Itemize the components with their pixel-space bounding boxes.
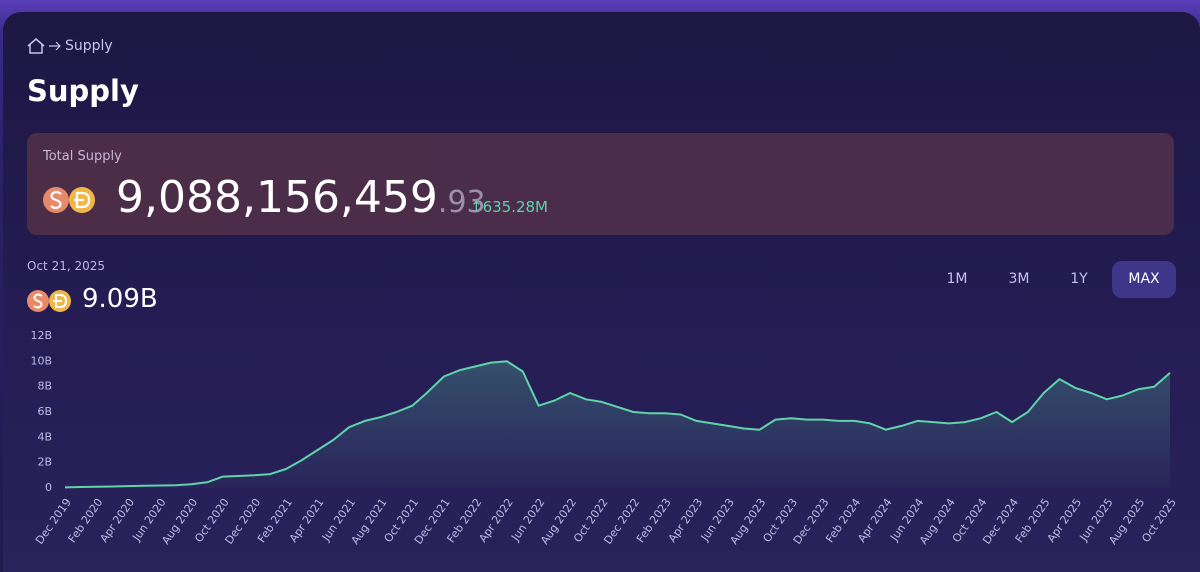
- range-button[interactable]: 3M: [1008, 271, 1030, 287]
- y-tick-label: 2B: [37, 456, 52, 469]
- y-tick-label: 4B: [37, 430, 52, 443]
- total-supply-decimals: .93: [437, 185, 486, 220]
- arrow-icon: [49, 41, 61, 51]
- y-tick-label: 10B: [30, 354, 52, 367]
- range-button[interactable]: 1Y: [1070, 271, 1088, 287]
- total-supply-card: [27, 133, 1174, 235]
- token-icons: [27, 290, 71, 312]
- breadcrumb[interactable]: Supply: [65, 38, 113, 54]
- y-tick-label: 0: [45, 481, 52, 494]
- y-tick-label: 12B: [30, 329, 52, 342]
- y-tick-label: 6B: [37, 405, 52, 418]
- home-icon[interactable]: [26, 37, 46, 55]
- total-supply-change: ↑635.28M: [470, 198, 548, 216]
- range-button[interactable]: 1M: [946, 271, 968, 287]
- total-supply-integer: 9,088,156,459: [116, 172, 438, 223]
- range-button[interactable]: MAX: [1112, 261, 1176, 298]
- selected-date: Oct 21, 2025: [27, 259, 105, 273]
- area: [65, 361, 1170, 488]
- y-tick-label: 8B: [37, 380, 52, 393]
- selected-value: 9.09B: [82, 284, 158, 314]
- page-title: Supply: [27, 74, 139, 108]
- token-icons: [43, 187, 95, 213]
- total-supply-label: Total Supply: [43, 149, 122, 164]
- total-supply-value: 9,088,156,459.93: [116, 172, 486, 223]
- line: [64, 360, 1171, 489]
